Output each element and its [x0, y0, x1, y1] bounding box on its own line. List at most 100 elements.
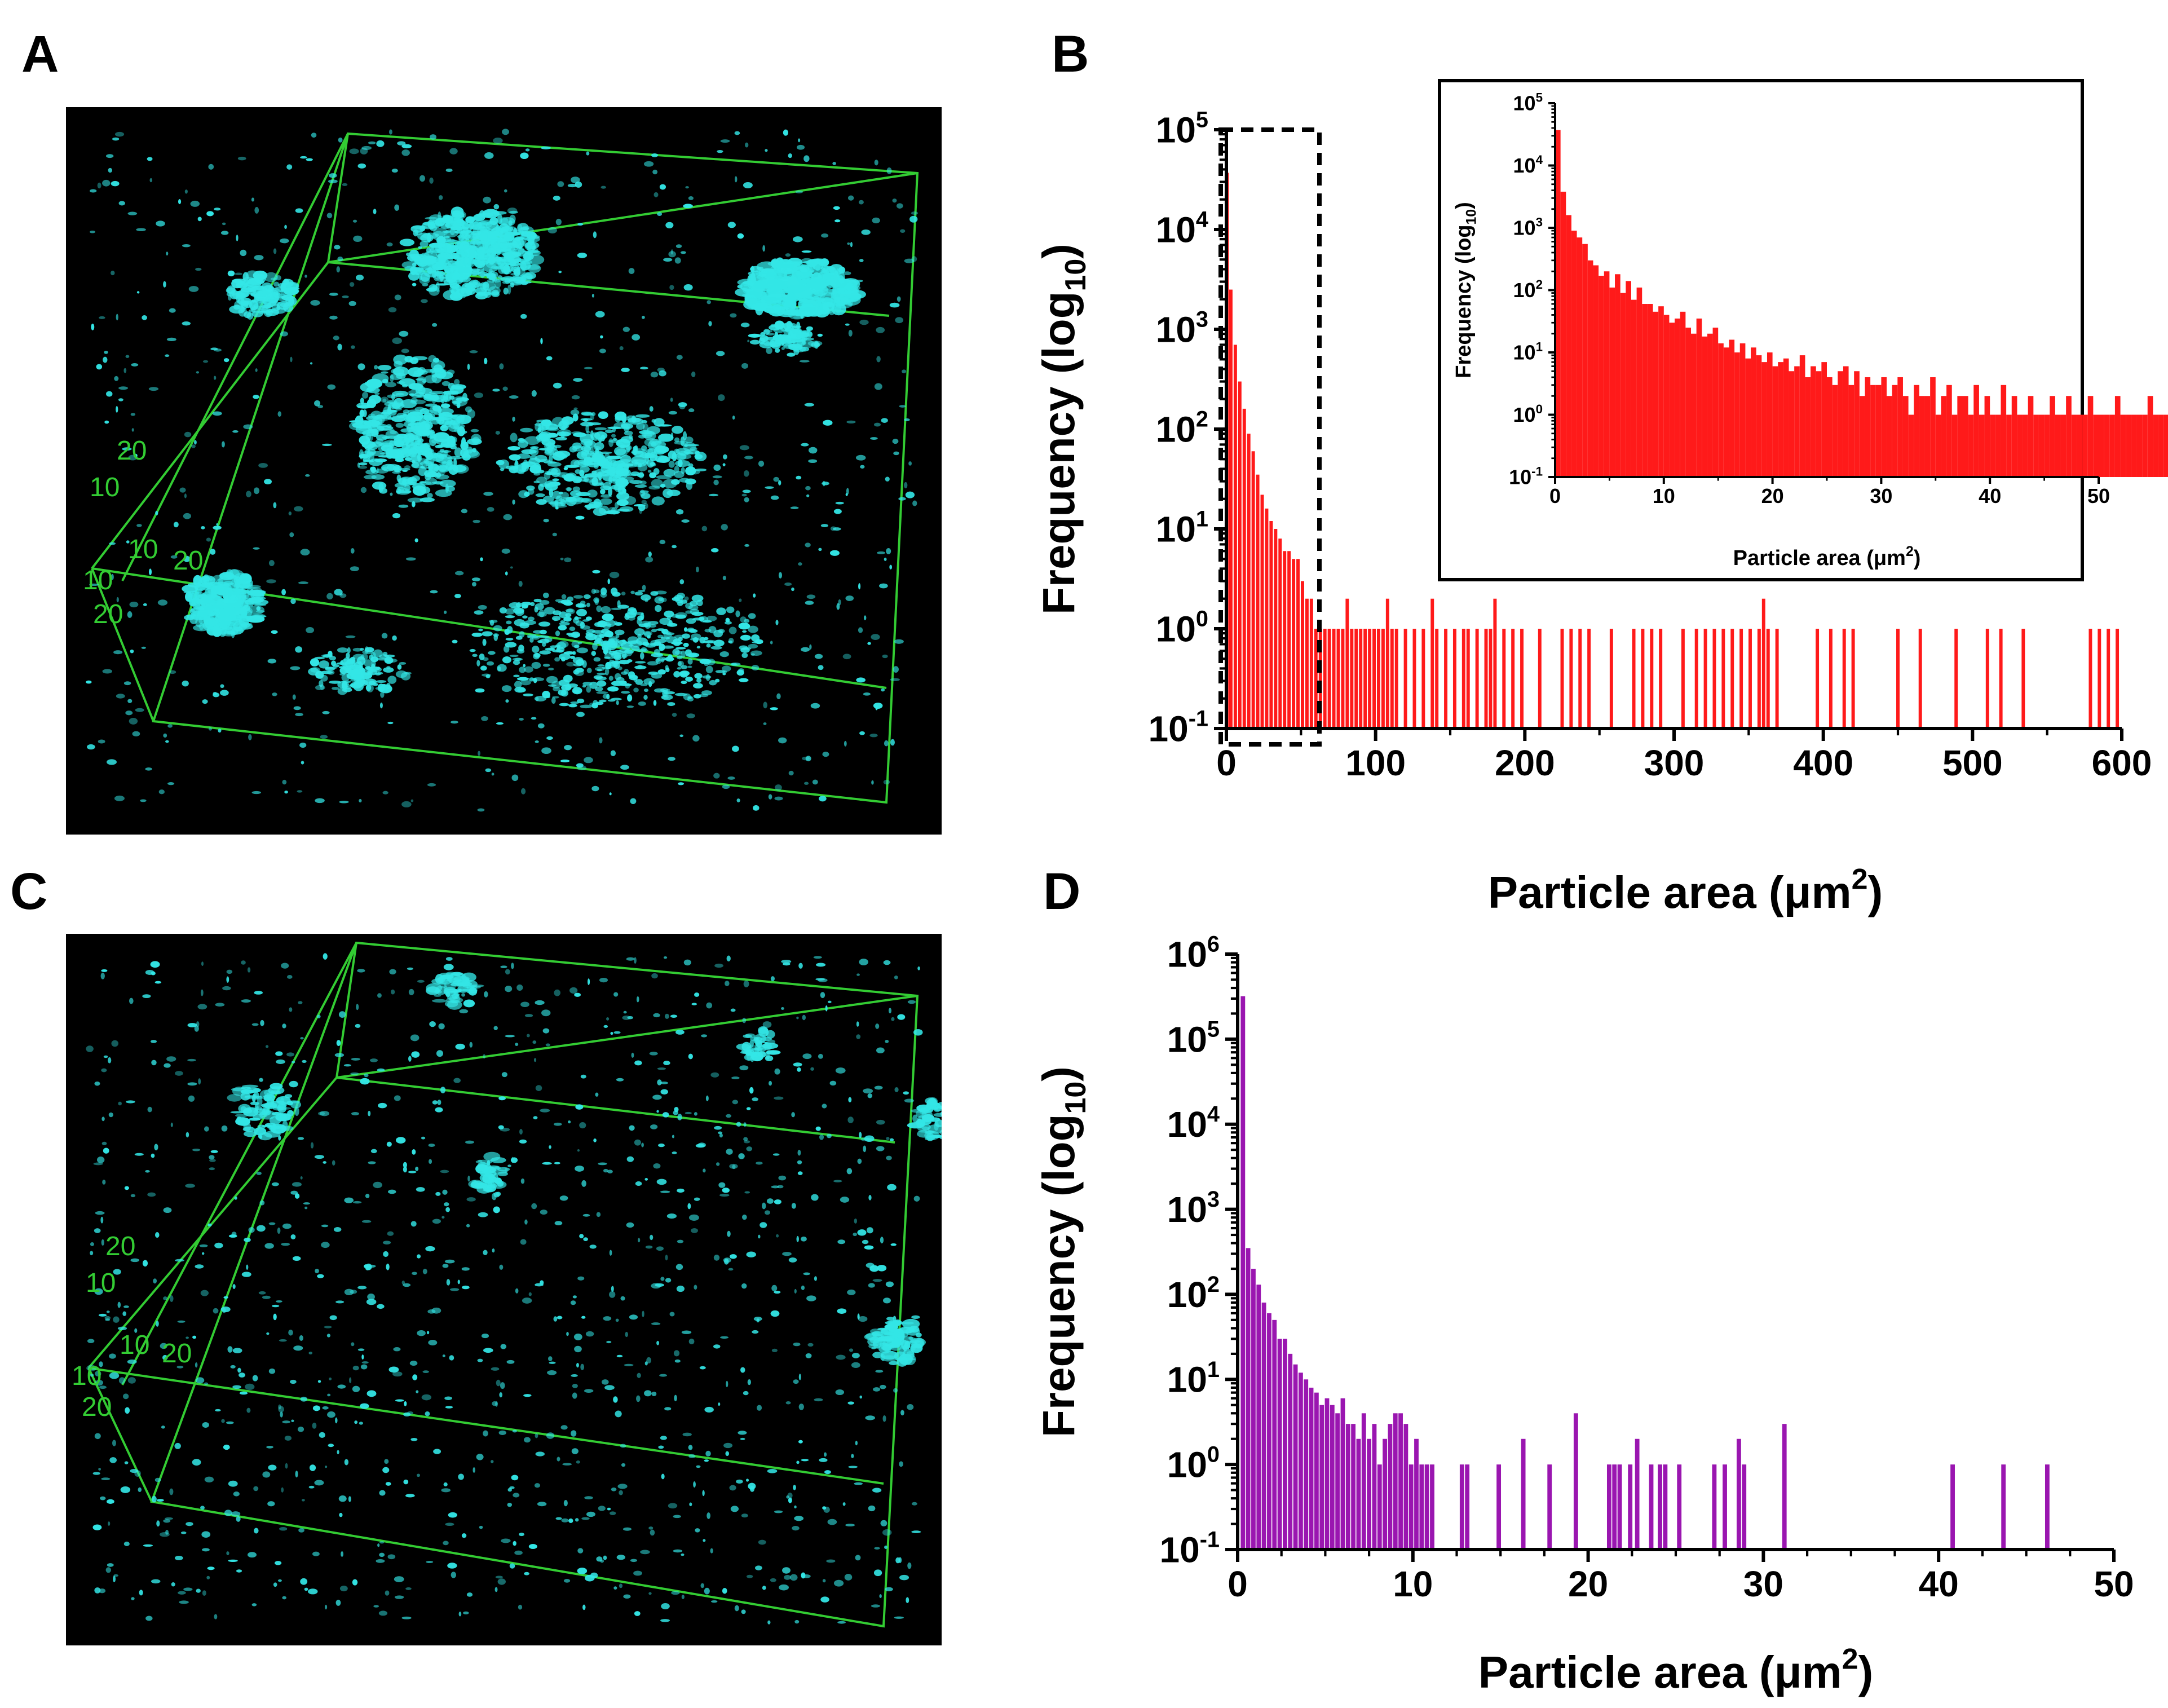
particle	[162, 1354, 168, 1361]
particle	[434, 465, 451, 473]
particle	[573, 595, 584, 599]
particle	[685, 186, 689, 189]
particle	[425, 1246, 435, 1252]
particle	[572, 651, 576, 655]
particle	[640, 490, 649, 493]
particle	[673, 1350, 680, 1357]
particle	[908, 1326, 920, 1333]
particle	[769, 304, 784, 317]
particle	[753, 281, 769, 289]
particle	[709, 493, 718, 497]
particle	[712, 475, 722, 479]
particle	[391, 169, 398, 173]
particle	[560, 690, 568, 697]
particle	[884, 1323, 899, 1330]
particle	[441, 457, 452, 467]
particle	[903, 1091, 909, 1095]
particle	[940, 1111, 942, 1116]
particle	[388, 1189, 396, 1194]
particle	[432, 405, 441, 412]
particle	[441, 398, 445, 404]
particle	[376, 140, 385, 147]
particle	[529, 677, 535, 682]
particle	[599, 621, 603, 626]
particle	[572, 413, 579, 422]
particle	[199, 623, 204, 630]
particle	[272, 692, 277, 696]
particle	[740, 1437, 745, 1440]
particle	[94, 1433, 101, 1440]
bar	[1323, 629, 1327, 729]
particle	[595, 1092, 599, 1097]
particle	[683, 204, 693, 209]
particle	[226, 976, 229, 983]
particle	[588, 501, 603, 509]
particle	[447, 1563, 457, 1569]
bar	[1283, 551, 1287, 729]
particle	[350, 664, 363, 674]
particle	[604, 620, 616, 627]
particle	[764, 1041, 768, 1044]
particle	[253, 487, 260, 495]
particle	[722, 576, 726, 580]
particle	[232, 599, 244, 606]
particle	[497, 214, 502, 224]
particle	[584, 1389, 594, 1393]
particle	[262, 1471, 271, 1478]
particle	[766, 270, 781, 279]
particle	[511, 1475, 519, 1481]
particle	[253, 1486, 259, 1491]
particle	[560, 492, 569, 499]
particle	[241, 1084, 259, 1088]
particle	[616, 499, 629, 506]
particle	[308, 1352, 313, 1354]
particle	[444, 1259, 455, 1264]
particle	[876, 1146, 885, 1151]
particle	[104, 1316, 111, 1320]
particle	[785, 1401, 791, 1405]
particle	[572, 1384, 578, 1388]
particle	[439, 449, 445, 453]
particle	[697, 1142, 706, 1148]
particle	[535, 603, 544, 610]
particle	[324, 1604, 328, 1610]
particle	[279, 1527, 288, 1531]
particle	[447, 456, 462, 460]
particle	[859, 1132, 862, 1138]
particle	[254, 207, 259, 214]
particle	[272, 1123, 277, 1132]
particle	[513, 607, 524, 614]
particle	[282, 1223, 292, 1229]
particle	[399, 330, 409, 337]
particle	[102, 669, 113, 674]
particle	[281, 1242, 290, 1246]
particle	[275, 292, 279, 302]
particle	[241, 574, 250, 582]
particle	[745, 1033, 756, 1038]
particle	[598, 633, 605, 637]
particle	[200, 989, 204, 996]
particle	[212, 627, 222, 637]
particle	[771, 1348, 778, 1353]
particle	[869, 734, 878, 738]
particle	[797, 1160, 802, 1164]
particle	[744, 1191, 750, 1194]
particle	[696, 678, 702, 683]
particle	[681, 1330, 692, 1334]
particle	[548, 501, 563, 505]
particle	[884, 557, 887, 561]
particle	[429, 286, 440, 296]
particle	[294, 506, 303, 512]
particle	[463, 1611, 469, 1614]
particle	[906, 1597, 909, 1604]
particle	[557, 1457, 560, 1462]
particle	[763, 328, 770, 335]
particle	[276, 1059, 285, 1064]
particle	[395, 1399, 404, 1402]
particle	[675, 647, 686, 650]
particle	[236, 1569, 242, 1573]
particle	[876, 326, 885, 333]
particle	[147, 1106, 152, 1113]
particle	[541, 642, 546, 647]
particle	[719, 1194, 730, 1197]
